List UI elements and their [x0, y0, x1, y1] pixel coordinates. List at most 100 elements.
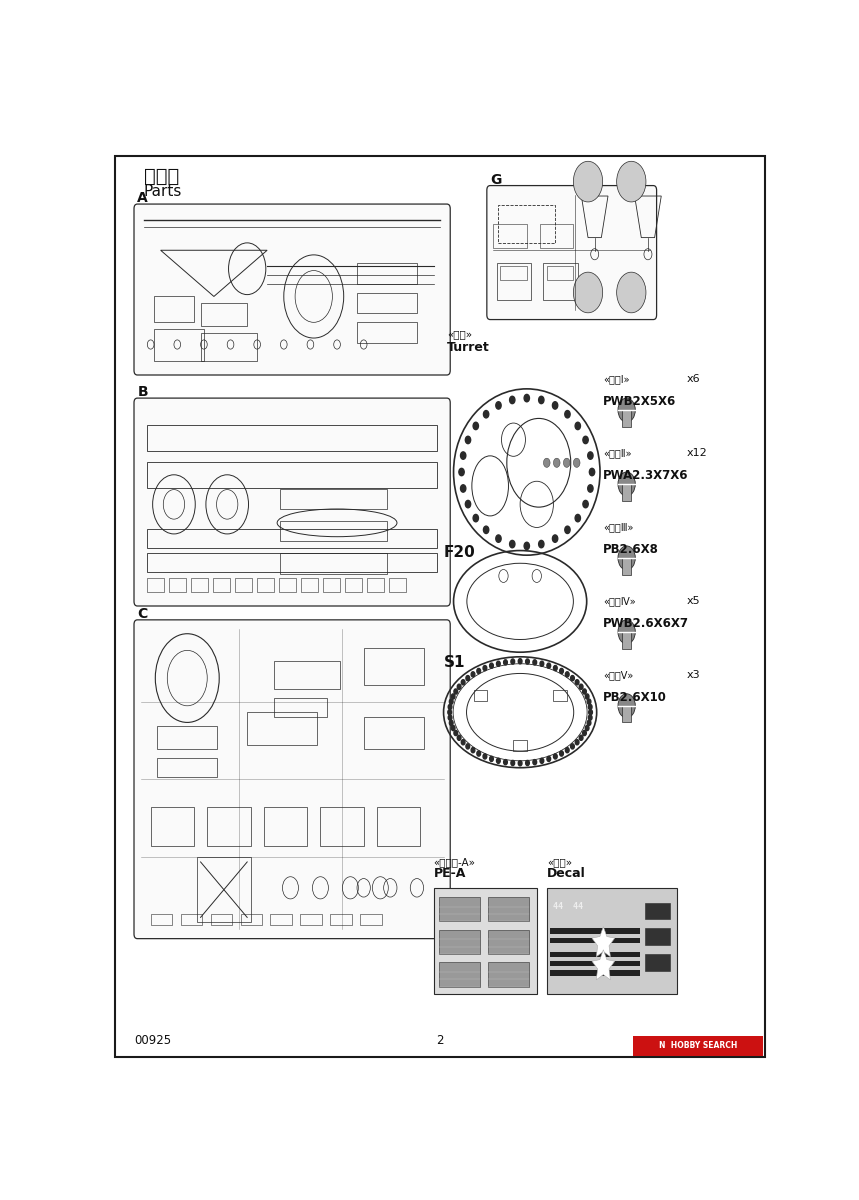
- Circle shape: [461, 679, 465, 685]
- Bar: [514, 740, 527, 751]
- Circle shape: [574, 458, 580, 468]
- Circle shape: [565, 526, 570, 534]
- Bar: [550, 937, 640, 943]
- Text: «螺丝Ⅲ»: «螺丝Ⅲ»: [603, 522, 634, 532]
- Circle shape: [473, 515, 478, 522]
- Circle shape: [576, 515, 581, 522]
- Circle shape: [524, 542, 529, 550]
- Bar: [553, 690, 567, 701]
- Bar: [148, 425, 437, 451]
- Bar: [550, 952, 640, 958]
- Bar: [148, 529, 437, 547]
- Circle shape: [526, 761, 529, 766]
- Circle shape: [576, 679, 579, 685]
- Bar: [201, 334, 257, 361]
- Circle shape: [451, 726, 455, 731]
- Bar: [497, 263, 532, 300]
- Bar: [357, 323, 417, 343]
- Circle shape: [448, 709, 452, 715]
- Circle shape: [588, 709, 593, 715]
- Bar: [500, 266, 527, 280]
- Bar: [439, 962, 480, 986]
- Bar: [198, 857, 251, 922]
- Circle shape: [473, 422, 478, 430]
- Bar: [547, 266, 574, 280]
- Text: «螺丝Ⅱ»: «螺丝Ⅱ»: [603, 448, 632, 458]
- Circle shape: [579, 736, 583, 740]
- Bar: [439, 930, 480, 954]
- Circle shape: [585, 726, 589, 731]
- Polygon shape: [592, 949, 615, 980]
- Bar: [550, 961, 640, 966]
- Bar: [622, 706, 631, 722]
- Circle shape: [496, 402, 501, 409]
- Circle shape: [461, 739, 465, 745]
- Circle shape: [583, 500, 588, 508]
- Bar: [280, 488, 387, 509]
- Circle shape: [483, 754, 487, 760]
- Bar: [264, 808, 308, 846]
- Circle shape: [565, 410, 570, 418]
- Text: «蚀刻片-A»: «蚀刻片-A»: [434, 858, 476, 868]
- Bar: [633, 1036, 763, 1056]
- Bar: [357, 293, 417, 313]
- Circle shape: [490, 664, 493, 668]
- Bar: [547, 888, 677, 994]
- Bar: [544, 263, 578, 300]
- Text: «水贴»: «水贴»: [547, 858, 572, 868]
- Bar: [302, 578, 318, 592]
- Text: G: G: [490, 173, 502, 186]
- Text: 部品図: 部品図: [144, 167, 180, 186]
- Circle shape: [588, 485, 593, 492]
- Text: Turret: Turret: [447, 341, 490, 354]
- Circle shape: [449, 700, 453, 704]
- Bar: [498, 205, 555, 242]
- Circle shape: [509, 396, 515, 403]
- Bar: [644, 929, 670, 946]
- Circle shape: [518, 761, 522, 766]
- Bar: [439, 898, 480, 922]
- Text: F20: F20: [443, 545, 475, 560]
- Circle shape: [570, 744, 575, 749]
- Circle shape: [579, 684, 583, 689]
- Bar: [201, 302, 247, 326]
- Circle shape: [459, 468, 464, 475]
- Circle shape: [576, 739, 579, 745]
- Bar: [550, 929, 640, 934]
- Circle shape: [539, 396, 544, 403]
- Circle shape: [540, 758, 544, 763]
- Circle shape: [560, 751, 564, 756]
- Bar: [148, 553, 437, 572]
- Bar: [148, 462, 437, 487]
- Circle shape: [490, 756, 493, 762]
- Bar: [154, 296, 194, 323]
- Bar: [389, 578, 405, 592]
- Bar: [323, 578, 339, 592]
- Bar: [488, 962, 529, 986]
- Circle shape: [565, 748, 570, 752]
- Circle shape: [526, 659, 529, 664]
- Bar: [434, 888, 537, 994]
- Circle shape: [540, 661, 544, 666]
- Text: x6: x6: [686, 374, 700, 384]
- Circle shape: [552, 535, 557, 542]
- Bar: [622, 632, 631, 648]
- Bar: [207, 808, 251, 846]
- FancyBboxPatch shape: [134, 204, 450, 374]
- Text: S1: S1: [443, 655, 465, 670]
- Circle shape: [503, 660, 508, 665]
- Bar: [235, 578, 252, 592]
- Circle shape: [484, 410, 489, 418]
- Circle shape: [449, 720, 453, 726]
- Bar: [488, 898, 529, 922]
- Circle shape: [617, 272, 646, 313]
- Circle shape: [460, 452, 466, 460]
- Bar: [150, 808, 194, 846]
- Text: Parts: Parts: [144, 184, 182, 199]
- Circle shape: [460, 485, 466, 492]
- Circle shape: [618, 546, 636, 570]
- Circle shape: [484, 526, 489, 534]
- Text: «炮塔»: «炮塔»: [447, 329, 472, 338]
- Bar: [150, 913, 172, 925]
- Text: B: B: [137, 385, 148, 400]
